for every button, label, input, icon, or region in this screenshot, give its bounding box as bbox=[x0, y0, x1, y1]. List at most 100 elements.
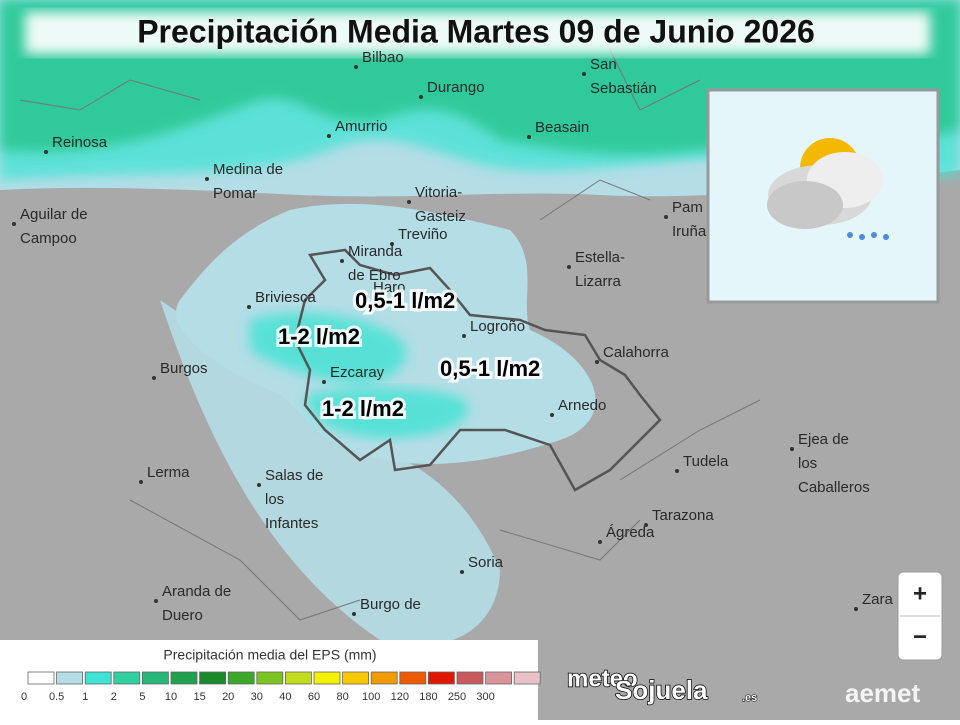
legend-swatch bbox=[485, 671, 513, 685]
legend-title: Precipitación media del EPS (mm) bbox=[163, 647, 376, 663]
place-label: Ágreda bbox=[606, 524, 655, 541]
place-label: Tarazona bbox=[652, 507, 714, 524]
place-label: Bilbao bbox=[362, 49, 404, 66]
legend-tick-label: 300 bbox=[476, 691, 494, 703]
place-label: Logroño bbox=[470, 318, 525, 335]
legend-swatch bbox=[256, 671, 284, 685]
zoom-in[interactable]: + bbox=[913, 580, 927, 607]
place-label: Reinosa bbox=[52, 134, 108, 151]
zoom-out[interactable]: − bbox=[913, 623, 927, 650]
place-dot bbox=[460, 570, 464, 574]
place-label: Beasain bbox=[535, 119, 589, 136]
legend-tick-label: 250 bbox=[448, 691, 466, 703]
place-label: Amurrio bbox=[335, 118, 388, 135]
place-label: Gasteiz bbox=[415, 208, 466, 225]
legend-tick-label: 10 bbox=[165, 691, 177, 703]
place-dot bbox=[644, 523, 648, 527]
legend-tick-label: 40 bbox=[279, 691, 291, 703]
legend-swatch bbox=[56, 671, 83, 685]
place-label: Sebastián bbox=[590, 80, 657, 97]
legend-tick-label: 100 bbox=[362, 691, 380, 703]
logo-sojuela: Sojuela bbox=[615, 675, 708, 705]
legend-swatch bbox=[27, 671, 55, 685]
place-dot bbox=[419, 95, 423, 99]
place-dot bbox=[139, 480, 143, 484]
zoom-control[interactable]: + − bbox=[897, 571, 943, 661]
place-dot bbox=[390, 242, 394, 246]
place-label: Ezcaray bbox=[330, 364, 385, 381]
place-dot bbox=[527, 135, 531, 139]
place-dot bbox=[152, 376, 156, 380]
place-dot bbox=[407, 200, 411, 204]
place-label: Haro bbox=[373, 279, 406, 296]
place-dot bbox=[340, 259, 344, 263]
place-label: Soria bbox=[468, 554, 504, 571]
place-label: Campoo bbox=[20, 230, 77, 247]
legend-tick-label: 0.5 bbox=[49, 691, 64, 703]
place-dot bbox=[44, 150, 48, 154]
place-dot bbox=[12, 222, 16, 226]
place-dot bbox=[327, 134, 331, 138]
place-label: Arnedo bbox=[558, 397, 606, 414]
place-label: Estella- bbox=[575, 249, 625, 266]
legend-tick-label: 180 bbox=[419, 691, 437, 703]
place-label: Burgo de bbox=[360, 596, 421, 613]
rain-label: 1-2 l/m2 bbox=[278, 324, 360, 349]
place-label: Lizarra bbox=[575, 273, 622, 290]
place-label: Pam bbox=[672, 199, 703, 216]
logo-meteo: meteo bbox=[567, 665, 638, 692]
legend-swatch bbox=[513, 671, 541, 685]
place-label: Infantes bbox=[265, 515, 318, 532]
place-label: Zara bbox=[862, 591, 894, 608]
legend-swatch bbox=[456, 671, 484, 685]
logo-es: .es bbox=[742, 692, 757, 704]
place-dot bbox=[154, 599, 158, 603]
legend-swatch bbox=[342, 671, 370, 685]
place-label: de Ebro bbox=[348, 267, 401, 284]
place-label: San bbox=[590, 56, 617, 73]
place-label: Burgos bbox=[160, 360, 208, 377]
place-dot bbox=[854, 607, 858, 611]
place-label: los bbox=[798, 455, 817, 472]
legend-swatch bbox=[141, 671, 169, 685]
place-label: Treviño bbox=[398, 226, 447, 243]
place-dot bbox=[550, 413, 554, 417]
place-label: Tudela bbox=[683, 453, 729, 470]
legend-swatch bbox=[313, 671, 341, 685]
place-dot bbox=[365, 295, 369, 299]
place-label: Vitoria- bbox=[415, 184, 462, 201]
place-dot bbox=[257, 483, 261, 487]
place-dot bbox=[352, 612, 356, 616]
place-label: Miranda bbox=[348, 243, 403, 260]
legend-swatch bbox=[370, 671, 398, 685]
place-label: Iruña bbox=[672, 223, 707, 240]
legend-swatch bbox=[199, 671, 227, 685]
rain-zone-cyan bbox=[250, 312, 407, 385]
place-dot bbox=[582, 72, 586, 76]
place-dot bbox=[462, 334, 466, 338]
logo-aemet: aemet bbox=[845, 678, 920, 708]
rain-label: 0,5-1 l/m2 bbox=[355, 288, 455, 313]
rain-label: 0,5-1 l/m2 bbox=[440, 356, 540, 381]
place-label: Medina de bbox=[213, 161, 283, 178]
legend-swatch bbox=[84, 671, 112, 685]
place-dot bbox=[247, 305, 251, 309]
place-dot bbox=[675, 469, 679, 473]
place-label: Aguilar de bbox=[20, 206, 88, 223]
legend-swatch bbox=[284, 671, 312, 685]
rain-zone-cyan bbox=[305, 388, 469, 439]
place-label: Calahorra bbox=[603, 344, 670, 361]
place-dot bbox=[205, 177, 209, 181]
place-dot bbox=[598, 540, 602, 544]
place-label: Caballeros bbox=[798, 479, 870, 496]
boundary bbox=[19, 29, 761, 621]
region-border bbox=[293, 248, 662, 492]
legend-swatch bbox=[399, 671, 427, 685]
legend-tick-label: 2 bbox=[111, 691, 117, 703]
place-dot bbox=[567, 265, 571, 269]
rain-zone-light bbox=[160, 300, 500, 646]
legend-tick-label: 15 bbox=[193, 691, 205, 703]
legend-tick-label: 0 bbox=[21, 691, 27, 703]
legend-tick-label: 20 bbox=[222, 691, 234, 703]
